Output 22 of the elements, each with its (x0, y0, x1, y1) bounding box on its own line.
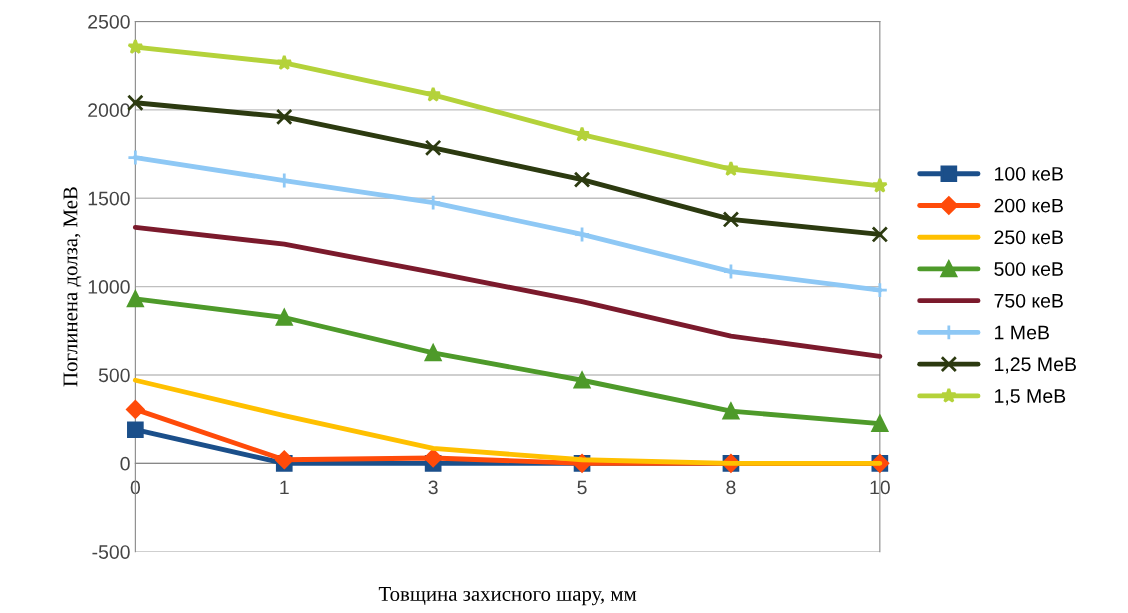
legend-label: 1,5 МеВ (995, 389, 1066, 406)
y-tick-label: 500 (98, 368, 130, 383)
x-axis-title: Товщина захисного шару, мм (378, 587, 637, 606)
legend-label: 100 кеВ (995, 166, 1063, 181)
x-tick-label: 5 (577, 480, 587, 495)
y-tick-label: 0 (120, 456, 130, 471)
x-tick-label: 10 (870, 480, 890, 495)
y-tick-label: 1000 (88, 280, 130, 294)
legend-label: 1,25 МеВ (995, 357, 1076, 374)
x-tick-label: 1 (280, 480, 289, 495)
x-tick-label: 3 (428, 480, 438, 495)
y-tick-label: 1500 (88, 191, 130, 206)
legend-label: 1 МеВ (995, 325, 1049, 340)
legend-label: 750 кеВ (994, 293, 1063, 308)
y-tick-label: 2000 (88, 103, 130, 118)
legend-label: 250 кеВ (994, 230, 1063, 245)
x-tick-label: 8 (726, 480, 736, 495)
y-tick-label: 2500 (88, 14, 130, 29)
y-axis-title: Поглинена долза, МеВ (63, 187, 82, 387)
legend-label: 200 кеВ (994, 198, 1063, 213)
y-tick-label: -500 (92, 545, 130, 559)
legend-label: 500 кеВ (994, 262, 1063, 276)
